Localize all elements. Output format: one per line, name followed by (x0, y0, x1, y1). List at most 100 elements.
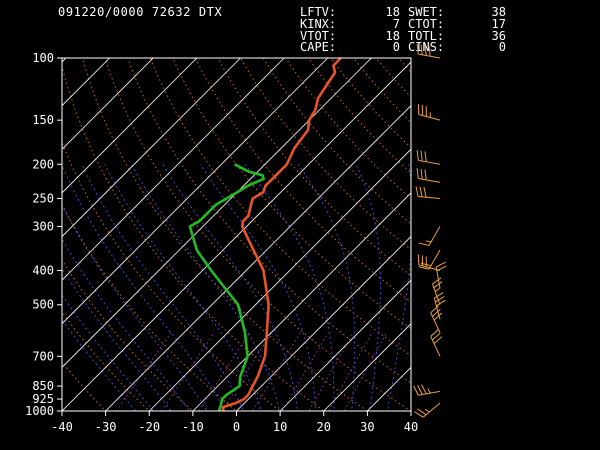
wind-barb-feather (434, 292, 444, 299)
isotherm (62, 58, 154, 150)
moist-adiabat (62, 164, 226, 411)
wind-barb-feather (418, 266, 430, 270)
x-tick-label: 30 (360, 420, 374, 434)
mixing-ratio-line (308, 332, 354, 411)
wind-barb-feather (418, 242, 430, 246)
wind-barb-feather (420, 44, 423, 55)
isotherm (192, 192, 411, 411)
wind-barb-feather (424, 151, 427, 162)
dry-adiabat (149, 58, 411, 357)
mixing-ratio-line (343, 332, 388, 411)
moist-adiabat (386, 164, 411, 411)
wind-barb-feather (419, 186, 423, 198)
index-value: 7 (393, 17, 400, 31)
dewpoint-line (188, 163, 265, 411)
wind-barb-feather (420, 168, 423, 180)
isotherm (236, 235, 411, 411)
wind-barb (430, 329, 443, 357)
index-value: 0 (499, 40, 506, 54)
wind-barb-feather (424, 169, 427, 180)
station-header: 091220/0000 72632 DTX (58, 5, 222, 19)
wind-barb (414, 402, 441, 418)
isotherm (62, 58, 329, 325)
wind-barb-half-feather (434, 288, 440, 292)
sounding-profiles (188, 58, 342, 411)
isotherm (410, 410, 411, 411)
wind-barb (413, 384, 441, 396)
moist-adiabat (130, 164, 281, 411)
x-tick-label: 10 (273, 420, 287, 434)
wind-barb-staff (428, 226, 441, 246)
wind-barb (417, 104, 441, 121)
y-tick-label: 150 (32, 113, 54, 127)
dry-adiabat (240, 58, 411, 251)
wind-barb (415, 186, 441, 199)
wind-barb-feather (428, 45, 431, 57)
wind-barb-feather (420, 262, 432, 267)
y-tick-label: 700 (32, 349, 54, 363)
wind-barb-feather (433, 336, 443, 345)
wind-barb-feather (416, 168, 419, 179)
wind-barb-half-feather (425, 240, 432, 243)
moist-adiabat (244, 164, 335, 411)
thermodynamic-background (62, 58, 600, 419)
dry-adiabat (353, 58, 411, 124)
isotherm (62, 58, 110, 107)
moist-adiabat (62, 237, 190, 411)
dry-adiabat (330, 58, 411, 149)
index-label: CINS: (408, 40, 444, 54)
wind-barb-feather (414, 411, 424, 418)
x-tick-label: -30 (95, 420, 117, 434)
index-value: 18 (386, 29, 400, 43)
dry-adiabat (62, 311, 151, 411)
wind-barb-staff (418, 178, 441, 183)
wind-barb (432, 277, 443, 305)
moist-adiabat (62, 203, 208, 411)
isotherm (62, 58, 198, 194)
wind-barb-feather (435, 296, 445, 303)
wind-barb-feather (416, 43, 419, 55)
y-tick-label: 300 (32, 219, 54, 233)
x-tick-label: 40 (404, 420, 418, 434)
mixing-ratio-line (252, 332, 301, 411)
dry-adiabat (62, 141, 281, 411)
isotherm (323, 323, 411, 411)
dry-adiabat (307, 58, 411, 174)
index-value: 36 (492, 29, 506, 43)
index-label: CAPE: (300, 40, 336, 54)
wind-barb-feather (435, 261, 446, 268)
x-tick-label: -10 (182, 420, 204, 434)
axes: -40 -30 -20 -10 0 10 20 30 40 100 150 200 250 300 400 5… (25, 51, 418, 434)
wind-barb (416, 150, 441, 165)
isotherm (367, 366, 411, 411)
dry-adiabat (444, 58, 600, 419)
isotherm (62, 61, 411, 411)
wind-barb-staff (418, 196, 441, 199)
plot-frame (61, 57, 412, 412)
wind-barb-staff (418, 113, 441, 121)
isotherm (148, 148, 411, 411)
mixing-ratio-line (115, 332, 172, 411)
wind-barb-feather (432, 309, 441, 317)
temperature-line (221, 58, 342, 411)
index-label: KINX: (300, 17, 336, 31)
y-tick-label: 500 (32, 298, 54, 312)
y-tick-label: 1000 (25, 404, 54, 418)
dry-adiabat (127, 58, 411, 384)
x-tick-label: 20 (317, 420, 331, 434)
index-value: 17 (492, 17, 506, 31)
index-value: 18 (386, 5, 400, 19)
dry-adiabat (466, 58, 600, 419)
x-tick-label: 0 (233, 420, 240, 434)
moist-adiabat (62, 294, 154, 411)
wind-barb (433, 292, 446, 320)
wind-barb-feather (416, 150, 419, 161)
wind-barb (418, 226, 441, 246)
isotherm (62, 58, 285, 281)
y-tick-label: 400 (32, 264, 54, 278)
y-tick-label: 200 (32, 157, 54, 171)
index-label: LFTV: (300, 5, 336, 19)
index-label: SWET: (408, 5, 444, 19)
index-value: 0 (393, 40, 400, 54)
